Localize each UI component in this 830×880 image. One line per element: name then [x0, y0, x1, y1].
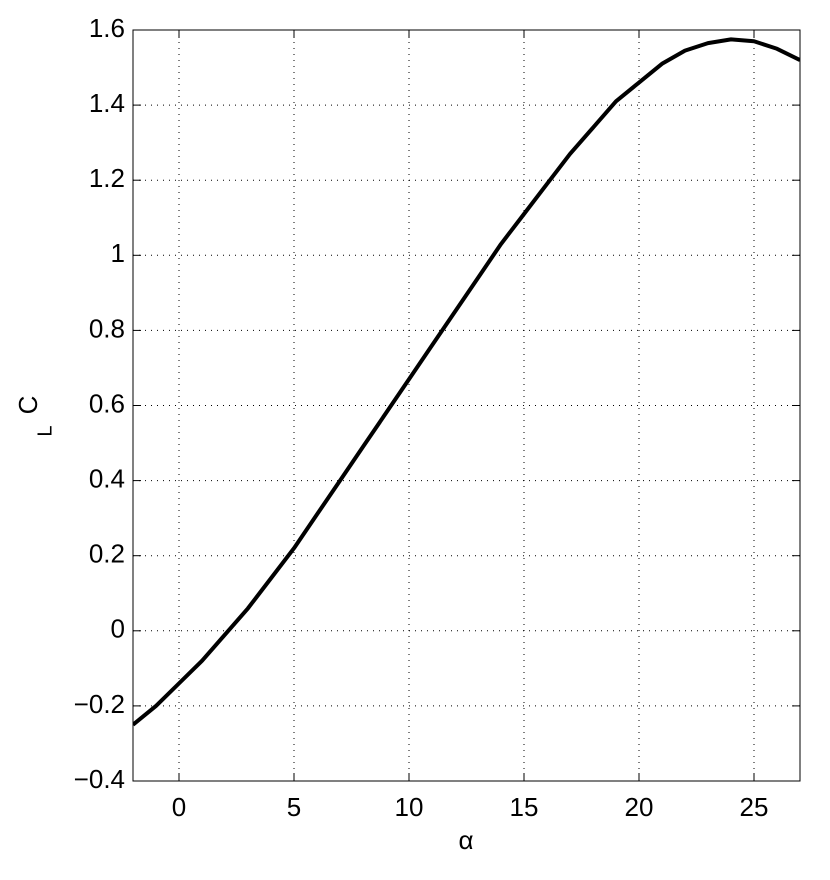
y-tick-label: −0.4	[74, 764, 125, 794]
y-axis-label: C L	[13, 396, 56, 437]
x-tick-label: 0	[172, 792, 186, 822]
y-tick-label: 1.6	[89, 13, 125, 43]
y-tick-label: 1.2	[89, 163, 125, 193]
plot-area	[133, 30, 800, 781]
y-tick-label: 1.4	[89, 88, 125, 118]
x-axis-label: α	[458, 825, 473, 855]
x-tick-label: 5	[287, 792, 301, 822]
x-tick-label: 25	[740, 792, 769, 822]
y-tick-label: 0.2	[89, 539, 125, 569]
x-tick-label: 10	[395, 792, 424, 822]
y-tick-label: −0.2	[74, 689, 125, 719]
y-tick-label: 1	[111, 238, 125, 268]
y-tick-label: 0.8	[89, 313, 125, 343]
data-line	[133, 37, 800, 727]
y-axis-label-main: C	[13, 396, 43, 415]
y-tick-label: 0.6	[89, 388, 125, 418]
y-tick-label: 0.4	[89, 463, 125, 493]
x-tick-label: 15	[510, 792, 539, 822]
y-tick-label: 0	[111, 614, 125, 644]
y-axis-label-subscript: L	[34, 425, 56, 436]
axes-box	[132, 29, 801, 782]
x-tick-label: 20	[625, 792, 654, 822]
